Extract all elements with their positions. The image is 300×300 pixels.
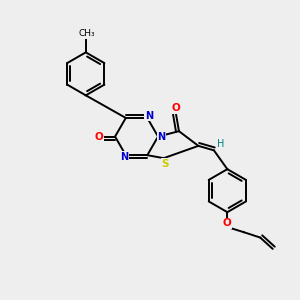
Text: N: N xyxy=(158,132,166,142)
Text: O: O xyxy=(94,132,103,142)
Text: N: N xyxy=(120,152,128,162)
Text: H: H xyxy=(217,139,224,149)
Text: O: O xyxy=(172,103,180,113)
Text: O: O xyxy=(223,218,232,228)
Text: S: S xyxy=(161,158,169,169)
Text: CH₃: CH₃ xyxy=(79,29,96,38)
Text: N: N xyxy=(145,111,153,121)
